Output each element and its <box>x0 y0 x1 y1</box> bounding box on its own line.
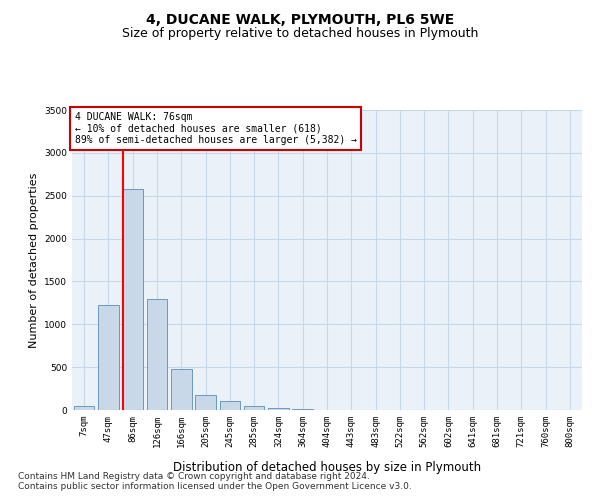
Bar <box>171 369 191 410</box>
Bar <box>74 406 94 410</box>
Text: Contains public sector information licensed under the Open Government Licence v3: Contains public sector information licen… <box>18 482 412 491</box>
Text: Contains HM Land Registry data © Crown copyright and database right 2024.: Contains HM Land Registry data © Crown c… <box>18 472 370 481</box>
Bar <box>195 394 216 410</box>
Y-axis label: Number of detached properties: Number of detached properties <box>29 172 38 348</box>
Text: 4 DUCANE WALK: 76sqm
← 10% of detached houses are smaller (618)
89% of semi-deta: 4 DUCANE WALK: 76sqm ← 10% of detached h… <box>74 112 356 144</box>
Bar <box>122 189 143 410</box>
Bar <box>268 408 289 410</box>
Bar <box>146 298 167 410</box>
Bar <box>244 406 265 410</box>
Bar <box>220 400 240 410</box>
Text: Size of property relative to detached houses in Plymouth: Size of property relative to detached ho… <box>122 28 478 40</box>
Bar <box>98 306 119 410</box>
Text: 4, DUCANE WALK, PLYMOUTH, PL6 5WE: 4, DUCANE WALK, PLYMOUTH, PL6 5WE <box>146 12 454 26</box>
Text: Distribution of detached houses by size in Plymouth: Distribution of detached houses by size … <box>173 461 481 474</box>
